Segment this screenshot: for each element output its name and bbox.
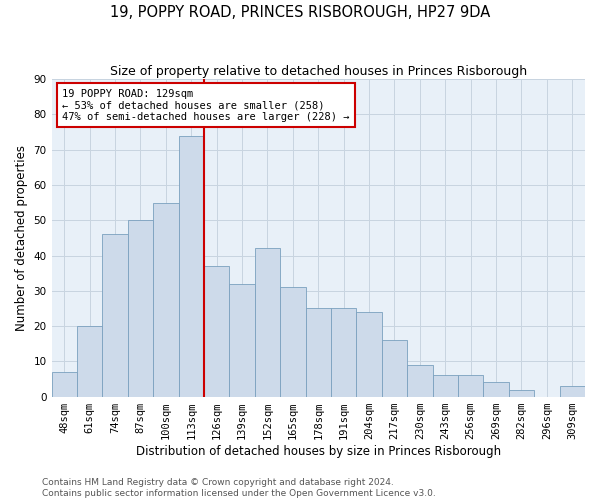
Bar (179, 136, 204, 396)
Bar (433, 376, 458, 396)
Bar (280, 288, 305, 397)
Text: 19 POPPY ROAD: 129sqm
← 53% of detached houses are smaller (258)
47% of semi-det: 19 POPPY ROAD: 129sqm ← 53% of detached … (62, 88, 350, 122)
Y-axis label: Number of detached properties: Number of detached properties (15, 145, 28, 331)
Bar (356, 312, 382, 396)
Bar (305, 308, 331, 396)
X-axis label: Distribution of detached houses by size in Princes Risborough: Distribution of detached houses by size … (136, 444, 501, 458)
Bar (407, 365, 433, 396)
Bar (204, 266, 229, 396)
Bar (128, 220, 153, 396)
Bar (458, 376, 484, 396)
Bar (153, 202, 179, 396)
Text: Contains HM Land Registry data © Crown copyright and database right 2024.
Contai: Contains HM Land Registry data © Crown c… (42, 478, 436, 498)
Title: Size of property relative to detached houses in Princes Risborough: Size of property relative to detached ho… (110, 65, 527, 78)
Bar (484, 382, 509, 396)
Bar (52, 372, 77, 396)
Bar (331, 308, 356, 396)
Text: 19, POPPY ROAD, PRINCES RISBOROUGH, HP27 9DA: 19, POPPY ROAD, PRINCES RISBOROUGH, HP27… (110, 5, 490, 20)
Bar (560, 386, 585, 396)
Bar (509, 390, 534, 396)
Bar (103, 234, 128, 396)
Bar (382, 340, 407, 396)
Bar (229, 284, 255, 397)
Bar (77, 326, 103, 396)
Bar (255, 248, 280, 396)
